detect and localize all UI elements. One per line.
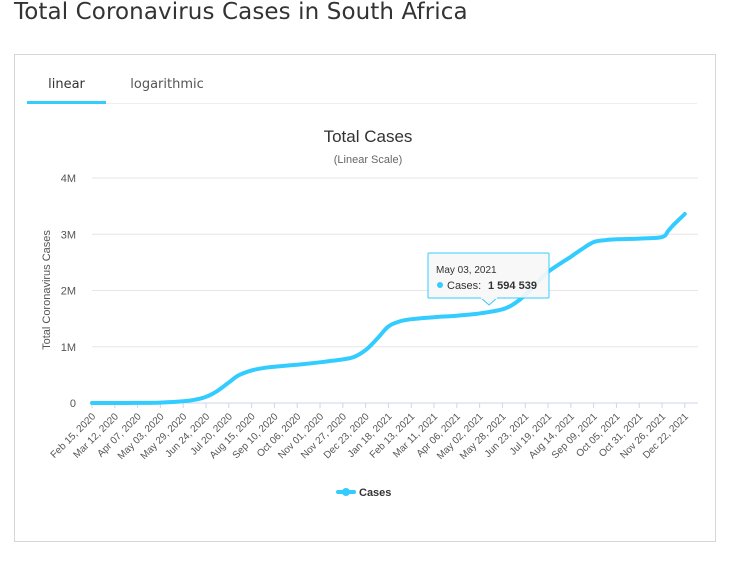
legend-label-cases[interactable]: Cases bbox=[359, 487, 391, 499]
y-tick-label: 4M bbox=[61, 173, 76, 185]
chart-card: linear logarithmic Feb 15, 2020 Mar 12, 2… bbox=[14, 54, 716, 542]
legend-marker bbox=[342, 488, 350, 496]
grid-layer bbox=[92, 177, 698, 404]
series-layer bbox=[90, 212, 687, 405]
y-tick-label: 3M bbox=[61, 229, 76, 241]
scale-tabs: linear logarithmic bbox=[27, 55, 697, 104]
chart-subtitle: (Linear Scale) bbox=[334, 154, 402, 166]
y-tick-label: 1M bbox=[61, 342, 76, 354]
y-axis: 0 1M 2M 3M 4M bbox=[61, 173, 76, 410]
tab-linear[interactable]: linear bbox=[27, 55, 106, 104]
tab-logarithmic[interactable]: logarithmic bbox=[130, 77, 204, 92]
tooltip-date: May 03, 2021 bbox=[436, 265, 497, 276]
y-axis-label: Total Coronavirus Cases bbox=[41, 230, 53, 350]
tooltip-pointer bbox=[480, 297, 498, 306]
series-line-cases[interactable] bbox=[90, 212, 687, 405]
y-tick-label: 0 bbox=[70, 398, 76, 410]
legend[interactable]: Cases bbox=[336, 487, 391, 499]
y-tick-label: 2M bbox=[61, 286, 76, 298]
tooltip-bullet bbox=[437, 282, 443, 288]
tooltip: May 03, 2021 Cases: 1 594 539 bbox=[427, 252, 550, 306]
chart-title: Total Cases bbox=[324, 127, 413, 146]
tooltip-value: 1 594 539 bbox=[488, 280, 537, 292]
page-title: Total Coronavirus Cases in South Africa bbox=[14, 0, 468, 25]
tooltip-label: Cases: bbox=[447, 280, 481, 292]
